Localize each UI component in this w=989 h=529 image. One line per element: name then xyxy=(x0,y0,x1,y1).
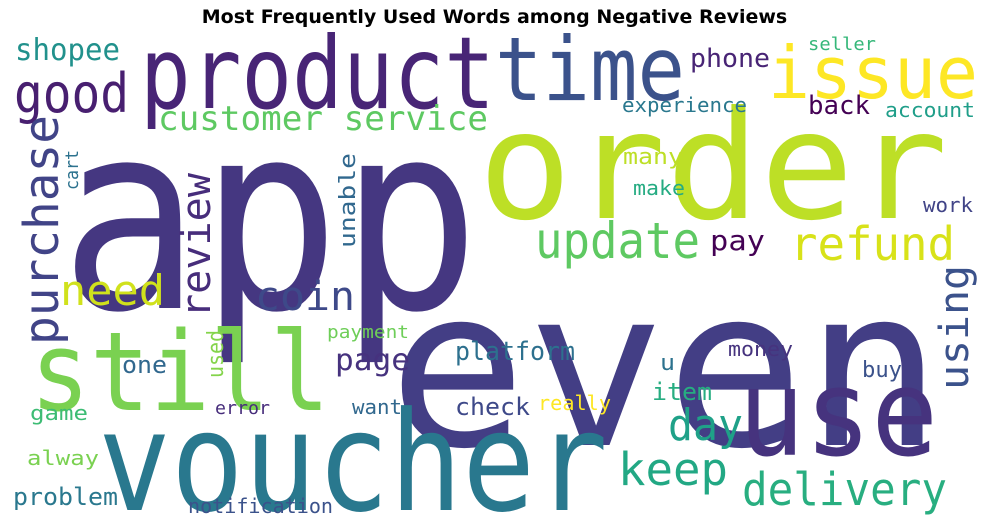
word-buy: buy xyxy=(862,358,902,383)
word-money: money xyxy=(728,337,793,361)
word-alway: alway xyxy=(27,446,99,470)
word-keep: keep xyxy=(618,443,728,496)
word-time: time xyxy=(495,18,685,121)
word-voucher: voucher xyxy=(98,382,608,529)
word-using: using xyxy=(932,265,978,390)
word-many: many xyxy=(623,145,683,170)
word-even: even xyxy=(388,241,943,497)
word-review: review xyxy=(174,172,220,318)
word-make: make xyxy=(633,176,685,200)
word-good: good xyxy=(14,62,129,125)
word-customer-service: customer service xyxy=(158,99,488,139)
word-experience: experience xyxy=(622,93,747,117)
word-used: used xyxy=(204,330,229,378)
word-check: check xyxy=(455,393,531,421)
word-purchase: purchase xyxy=(14,115,70,345)
word-still: still xyxy=(30,308,330,436)
word-issue: issue xyxy=(768,31,978,115)
word-day: day xyxy=(668,400,743,451)
word-update: update xyxy=(535,212,700,270)
word-phone: phone xyxy=(690,44,770,74)
word-u: u xyxy=(660,351,675,376)
word-page: page xyxy=(335,343,410,378)
word-seller: seller xyxy=(808,34,876,55)
word-unable: unable xyxy=(336,153,361,248)
word-payment: payment xyxy=(327,322,409,343)
word-platform: platform xyxy=(455,337,575,367)
word-item: item xyxy=(652,378,712,406)
word-refund: refund xyxy=(790,217,955,271)
word-work: work xyxy=(923,193,973,217)
word-shopee: shopee xyxy=(15,33,120,68)
word-pay: pay xyxy=(710,224,765,257)
word-want: want xyxy=(352,395,402,419)
word-account: account xyxy=(885,98,975,122)
word-delivery: delivery xyxy=(742,463,947,516)
word-order: order xyxy=(478,80,948,254)
word-back: back xyxy=(808,91,870,121)
word-error: error xyxy=(215,398,270,419)
word-cart: cart xyxy=(62,150,83,190)
word-notification: notification xyxy=(188,494,333,518)
word-one: one xyxy=(122,351,167,379)
word-need: need xyxy=(60,266,165,315)
word-problem: problem xyxy=(13,483,118,511)
word-really: really xyxy=(538,391,611,415)
chart-title: Most Frequently Used Words among Negativ… xyxy=(201,6,788,28)
word-product: product xyxy=(140,15,495,132)
word-app: app xyxy=(60,68,480,370)
word-use: use xyxy=(738,345,938,484)
word-game: game xyxy=(30,401,88,425)
word-coin: coin xyxy=(255,274,355,320)
